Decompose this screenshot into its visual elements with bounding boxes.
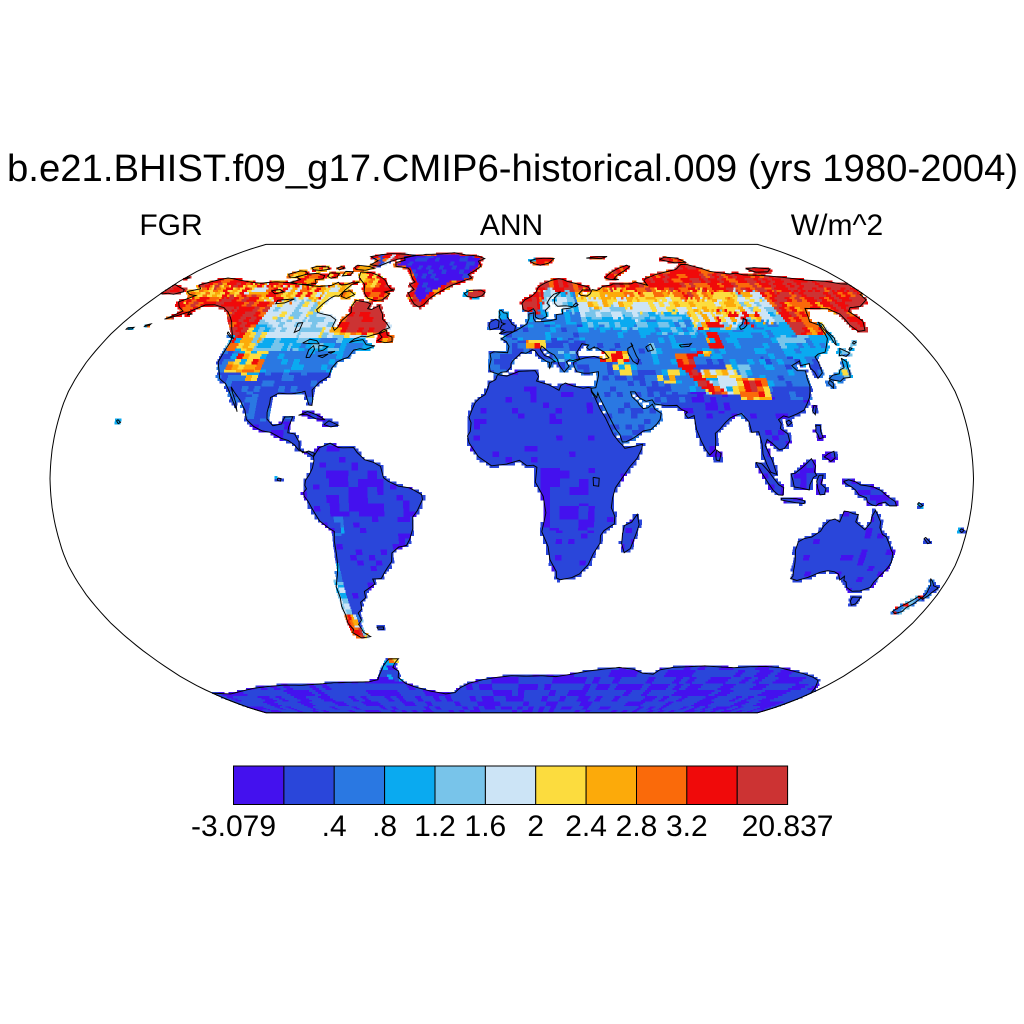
svg-text:.4: .4 <box>322 810 347 843</box>
svg-text:1.6: 1.6 <box>465 810 507 843</box>
svg-text:2: 2 <box>527 810 544 843</box>
svg-text:-3.079: -3.079 <box>191 810 276 843</box>
svg-text:2.4: 2.4 <box>565 810 607 843</box>
svg-text:W/m^2: W/m^2 <box>791 209 883 242</box>
svg-text:FGR: FGR <box>139 209 202 242</box>
svg-text:1.2: 1.2 <box>414 810 456 843</box>
svg-text:.8: .8 <box>372 810 397 843</box>
svg-text:3.2: 3.2 <box>666 810 708 843</box>
svg-text:20.837: 20.837 <box>742 810 834 843</box>
svg-text:b.e21.BHIST.f09_g17.CMIP6-hist: b.e21.BHIST.f09_g17.CMIP6-historical.009… <box>7 147 1018 190</box>
svg-text:ANN: ANN <box>480 209 543 242</box>
svg-text:2.8: 2.8 <box>616 810 658 843</box>
